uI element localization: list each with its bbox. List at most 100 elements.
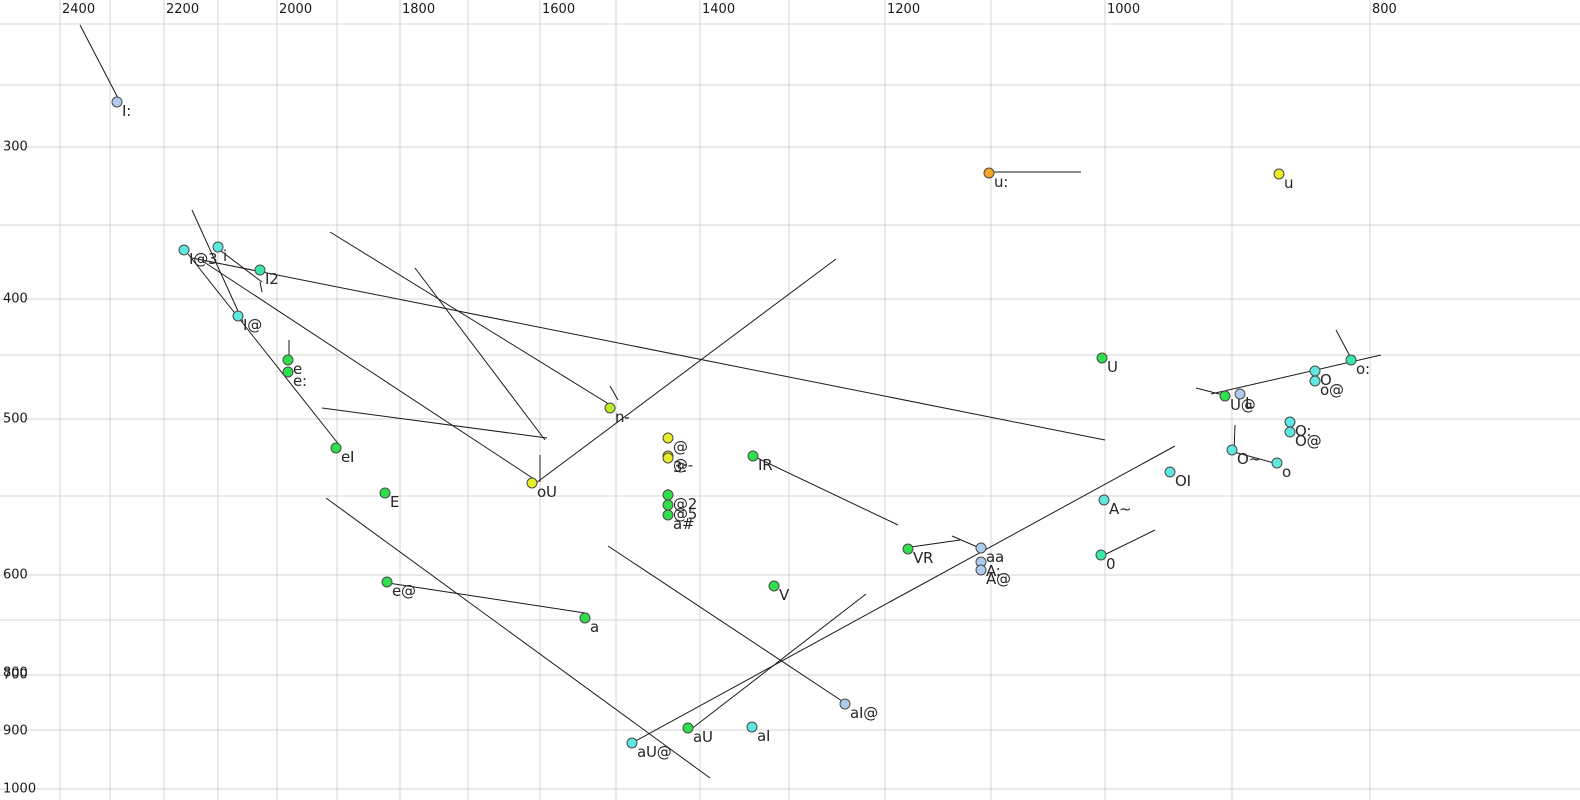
y-tick-label: 300 (3, 139, 28, 155)
data-point-marker[interactable] (983, 167, 995, 179)
data-point-label: A~ (1109, 500, 1132, 518)
data-point-label: a (590, 618, 599, 636)
connector-line (329, 231, 613, 407)
data-point-marker[interactable] (1273, 168, 1285, 180)
data-point-label: e: (293, 372, 307, 390)
connector-line (191, 209, 244, 323)
data-point-label: L (1245, 394, 1254, 412)
data-point-marker[interactable] (212, 241, 224, 253)
connector-line (414, 267, 546, 441)
connector-line (629, 445, 1176, 745)
data-point-label: E (390, 493, 400, 511)
data-point-label: O@ (1295, 432, 1322, 450)
data-point-marker[interactable] (232, 310, 244, 322)
data-point-label: e (293, 360, 303, 378)
data-point-marker[interactable] (282, 366, 294, 378)
y-gridlines (0, 23, 1580, 790)
data-point-label: O (1320, 371, 1332, 389)
data-point-marker[interactable] (1226, 444, 1238, 456)
connector-line (187, 253, 341, 447)
connector-line (910, 539, 961, 548)
data-point-label: U (1107, 358, 1118, 376)
x-tick-label: 1200 (887, 2, 921, 17)
data-point-marker[interactable] (1098, 494, 1110, 506)
data-point-marker[interactable] (975, 542, 987, 554)
data-point-label: n- (615, 408, 630, 426)
data-point-marker[interactable] (379, 487, 391, 499)
y-tick-label: 900 (3, 723, 28, 739)
data-point-label: 0 (1106, 555, 1116, 573)
data-point-label: e@ (392, 582, 416, 600)
data-point-marker[interactable] (1271, 457, 1283, 469)
data-point-marker[interactable] (1309, 375, 1321, 387)
connector-lines (79, 24, 1382, 779)
data-point-marker[interactable] (579, 612, 591, 624)
data-point-marker[interactable] (975, 564, 987, 576)
data-point-label: O~ (1237, 450, 1261, 468)
connector-line (79, 24, 120, 101)
y-tick-label: 700 (3, 667, 28, 683)
data-point-marker[interactable] (682, 722, 694, 734)
x-tick-label: 2000 (279, 2, 313, 17)
data-point-marker[interactable] (1345, 354, 1357, 366)
data-point-marker[interactable] (282, 354, 294, 366)
x-tick-label: 2200 (166, 2, 200, 17)
connector-line (387, 582, 586, 614)
data-point-marker[interactable] (662, 432, 674, 444)
x-tick-label: 1000 (1107, 2, 1141, 17)
data-point-label: a# (673, 515, 695, 533)
data-point-marker[interactable] (330, 442, 342, 454)
data-point-label: oU (537, 483, 557, 501)
connector-line (1101, 529, 1156, 557)
data-point-marker[interactable] (178, 244, 190, 256)
data-point-label: i (223, 247, 227, 265)
data-point-marker[interactable] (626, 737, 638, 749)
connector-line (609, 385, 619, 401)
connector-line (203, 261, 538, 482)
data-point-label: @- (673, 456, 694, 474)
data-point-marker[interactable] (662, 509, 674, 521)
data-point-label: aI (757, 727, 771, 745)
data-point-label: A: (986, 562, 1001, 580)
x-tick-label: 1400 (702, 2, 736, 17)
data-point-marker[interactable] (662, 452, 674, 464)
connector-line (191, 257, 1106, 441)
data-point-marker[interactable] (1234, 388, 1246, 400)
connector-line (689, 593, 867, 731)
data-point-label: u (1284, 174, 1294, 192)
data-point-marker[interactable] (768, 580, 780, 592)
data-point-marker[interactable] (746, 721, 758, 733)
data-point-marker[interactable] (526, 477, 538, 489)
data-point-marker[interactable] (604, 402, 616, 414)
data-point-marker[interactable] (1284, 426, 1296, 438)
data-point-marker[interactable] (381, 576, 393, 588)
connector-line (531, 258, 837, 487)
connector-line (754, 456, 899, 526)
x-tick-label: 1800 (402, 2, 436, 17)
data-point-label: O: (1295, 422, 1312, 440)
connector-line (259, 281, 263, 293)
data-point-marker[interactable] (747, 450, 759, 462)
data-point-label: I2 (265, 270, 279, 288)
data-point-label: aU@ (637, 743, 672, 761)
data-point-label: eI (341, 448, 355, 466)
data-point-marker[interactable] (111, 96, 123, 108)
connector-line (325, 497, 711, 779)
y-tick-label: 1000 (3, 781, 37, 797)
data-point-label: U@ (1230, 396, 1256, 414)
data-point-label: V (779, 586, 790, 604)
data-point-marker[interactable] (839, 698, 851, 710)
data-point-marker[interactable] (902, 543, 914, 555)
data-point-marker[interactable] (1095, 549, 1107, 561)
data-point-label: o: (1356, 360, 1370, 378)
data-point-label: A@ (986, 570, 1011, 588)
data-point-marker[interactable] (1096, 352, 1108, 364)
data-point-label: I: (122, 102, 132, 120)
data-point-label: I@ (243, 316, 263, 334)
x-gridlines (59, 0, 1371, 800)
data-point-label: OI (1175, 472, 1191, 490)
data-point-marker[interactable] (254, 264, 266, 276)
data-point-marker[interactable] (1164, 466, 1176, 478)
data-point-marker[interactable] (1219, 390, 1231, 402)
